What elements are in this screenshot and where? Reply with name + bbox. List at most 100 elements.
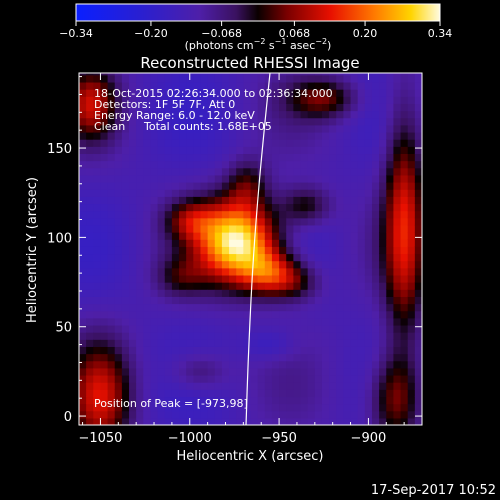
heatmap-cell bbox=[193, 332, 202, 340]
heatmap-cell bbox=[379, 303, 387, 312]
heatmap-cell bbox=[93, 274, 102, 283]
heatmap-cell bbox=[171, 81, 180, 90]
heatmap-cell bbox=[264, 203, 273, 212]
heatmap-cell bbox=[364, 282, 373, 290]
heatmap-cell bbox=[329, 174, 337, 183]
heatmap-cell bbox=[136, 282, 144, 290]
heatmap-cell bbox=[243, 403, 252, 412]
heatmap-cell bbox=[107, 289, 116, 297]
heatmap-cell bbox=[164, 232, 173, 240]
heatmap-cell bbox=[357, 410, 366, 419]
heatmap-cell bbox=[243, 210, 252, 219]
heatmap-cell bbox=[121, 74, 130, 83]
heatmap-cell bbox=[200, 139, 209, 147]
heatmap-cell bbox=[157, 253, 166, 262]
heatmap-cell bbox=[136, 417, 144, 425]
heatmap-cell bbox=[136, 96, 144, 104]
heatmap-cell bbox=[214, 324, 223, 333]
heatmap-cell bbox=[264, 374, 273, 383]
heatmap-cell bbox=[414, 410, 422, 419]
heatmap-cell bbox=[100, 296, 109, 305]
heatmap-cell bbox=[293, 360, 302, 369]
heatmap-cell bbox=[371, 196, 380, 205]
heatmap-cell bbox=[236, 203, 244, 212]
heatmap-cell bbox=[186, 146, 194, 155]
heatmap-cell bbox=[271, 174, 280, 183]
heatmap-cell bbox=[371, 324, 380, 333]
heatmap-cell bbox=[221, 232, 230, 240]
heatmap-cell bbox=[157, 282, 166, 290]
heatmap-cell bbox=[300, 181, 309, 190]
heatmap-cell bbox=[371, 117, 380, 126]
heatmap-cell bbox=[186, 110, 194, 119]
heatmap-cell bbox=[121, 189, 130, 197]
heatmap-cell bbox=[357, 303, 366, 312]
heatmap-cell bbox=[157, 310, 166, 319]
heatmap-cell bbox=[93, 389, 102, 398]
heatmap-cell bbox=[186, 181, 194, 190]
heatmap-cell bbox=[221, 382, 230, 390]
heatmap-cell bbox=[114, 139, 123, 147]
heatmap-cell bbox=[157, 382, 166, 390]
heatmap-cell bbox=[200, 110, 209, 119]
heatmap-cell bbox=[414, 389, 422, 398]
heatmap-cell bbox=[164, 146, 173, 155]
heatmap-cell bbox=[114, 146, 123, 155]
heatmap-cell bbox=[100, 346, 109, 355]
heatmap-cell bbox=[386, 81, 395, 90]
heatmap-cell bbox=[379, 296, 387, 305]
heatmap-cell bbox=[379, 189, 387, 197]
heatmap-cell bbox=[129, 367, 137, 376]
heatmap-cell bbox=[386, 353, 395, 362]
heatmap-cell bbox=[314, 181, 323, 190]
heatmap-cell bbox=[236, 253, 244, 262]
heatmap-cell bbox=[171, 324, 180, 333]
heatmap-cell bbox=[357, 81, 366, 90]
heatmap-cell bbox=[136, 382, 144, 390]
heatmap-cell bbox=[214, 403, 223, 412]
heatmap-cell bbox=[143, 260, 152, 269]
heatmap-cell bbox=[400, 124, 409, 133]
heatmap-cell bbox=[100, 160, 109, 169]
heatmap-cell bbox=[407, 374, 416, 383]
heatmap-cell bbox=[193, 110, 202, 119]
heatmap-cell bbox=[214, 139, 223, 147]
heatmap-cell bbox=[350, 303, 359, 312]
heatmap-cell bbox=[407, 160, 416, 169]
heatmap-cell bbox=[157, 246, 166, 255]
heatmap-cell bbox=[150, 417, 159, 425]
heatmap-cell bbox=[350, 117, 359, 126]
heatmap-cell bbox=[414, 282, 422, 290]
heatmap-cell bbox=[143, 410, 152, 419]
heatmap-cell bbox=[100, 267, 109, 276]
heatmap-cell bbox=[121, 332, 130, 340]
heatmap-cell bbox=[343, 332, 352, 340]
heatmap-cell bbox=[336, 139, 344, 147]
heatmap-cell bbox=[129, 274, 137, 283]
heatmap-cell bbox=[257, 317, 266, 326]
heatmap-cell bbox=[307, 160, 316, 169]
heatmap-cell bbox=[114, 189, 123, 197]
heatmap-cell bbox=[143, 167, 152, 176]
heatmap-cell bbox=[79, 174, 87, 183]
heatmap-cell bbox=[279, 317, 287, 326]
heatmap-cell bbox=[150, 246, 159, 255]
heatmap-cell bbox=[200, 203, 209, 212]
heatmap-cell bbox=[150, 353, 159, 362]
heatmap-cell bbox=[343, 282, 352, 290]
heatmap-cell bbox=[114, 382, 123, 390]
heatmap-cell bbox=[229, 174, 237, 183]
heatmap-cell bbox=[257, 389, 266, 398]
heatmap-cell bbox=[271, 89, 280, 97]
heatmap-cell bbox=[114, 203, 123, 212]
heatmap-cell bbox=[236, 160, 244, 169]
heatmap-cell bbox=[257, 96, 266, 104]
heatmap-cell bbox=[293, 267, 302, 276]
heatmap-cell bbox=[186, 139, 194, 147]
heatmap-cell bbox=[250, 124, 259, 133]
heatmap-cell bbox=[279, 324, 287, 333]
heatmap-cell bbox=[107, 282, 116, 290]
heatmap-cell bbox=[300, 339, 309, 347]
heatmap-cell bbox=[414, 382, 422, 390]
heatmap-cell bbox=[136, 124, 144, 133]
